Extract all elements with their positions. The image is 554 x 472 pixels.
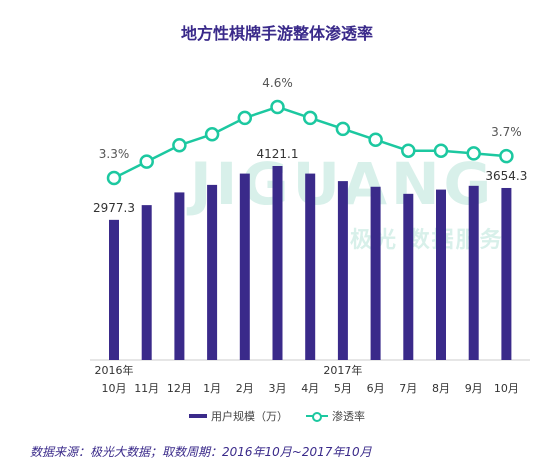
bar-7 (337, 181, 348, 360)
bar-5 (272, 166, 283, 360)
rate-point-5 (270, 99, 285, 115)
x-tick-label-5: 3月 (269, 382, 287, 395)
year-label-0: 2016年 (95, 363, 134, 377)
rate-value-label-0: 3.3% (99, 147, 130, 161)
rate-point-4 (237, 110, 253, 126)
x-tick-label-2: 12月 (167, 382, 192, 395)
x-tick-label-7: 5月 (334, 382, 352, 395)
year-label-7: 2017年 (323, 363, 362, 377)
bar-8 (370, 186, 381, 360)
rate-point-0 (106, 170, 122, 186)
x-tick-label-8: 6月 (367, 382, 385, 395)
rate-value-label-12: 3.7% (491, 125, 522, 139)
bar-value-label-5: 4121.1 (257, 147, 299, 161)
rate-point-10 (433, 143, 449, 158)
bar-1 (141, 205, 152, 360)
bar-6 (305, 173, 316, 360)
legend-item-line: 渗透率 (306, 408, 365, 424)
legend-line-label: 渗透率 (332, 410, 365, 423)
x-tick-label-1: 11月 (134, 382, 159, 395)
x-tick-label-12: 10月 (494, 382, 519, 395)
rate-value-label-5: 4.6% (262, 76, 293, 90)
rate-point-3 (204, 127, 220, 142)
x-tick-label-0: 10月 (102, 382, 127, 395)
rate-point-1 (139, 154, 154, 169)
chart-legend: 用户规模（万） 渗透率 (0, 408, 554, 424)
x-tick-label-6: 4月 (301, 382, 319, 395)
rate-point-6 (302, 110, 318, 126)
bar-value-label-12: 3654.3 (485, 169, 527, 183)
bar-0 (109, 219, 119, 360)
bar-9 (403, 193, 414, 360)
data-source-note: 数据来源：极光大数据；取数周期：2016年10月~2017年10月 (30, 445, 372, 459)
x-tick-label-3: 1月 (203, 382, 221, 395)
legend-bar-label: 用户规模（万） (211, 410, 288, 423)
bar-2 (174, 192, 185, 360)
rate-point-2 (172, 137, 187, 153)
rate-point-8 (368, 132, 383, 148)
chart-title: 地方性棋牌手游整体渗透率 (180, 24, 373, 43)
rate-point-12 (499, 148, 514, 164)
chart-plot: 2977.3 4121.1 3654.3 3.3% 4.6% 3.7% 2016年 2017年… (90, 76, 530, 395)
x-tick-label-9: 7月 (399, 382, 417, 395)
bar-value-label-0: 2977.3 (93, 201, 135, 215)
bar-12 (501, 187, 512, 360)
rate-point-7 (335, 121, 351, 137)
x-tick-label-11: 9月 (465, 382, 483, 395)
bar-11 (468, 185, 479, 360)
bar-3 (207, 184, 218, 360)
x-tick-label-10: 8月 (432, 382, 450, 395)
rate-point-9 (401, 143, 416, 158)
legend-line-swatch (306, 411, 328, 422)
rate-point-11 (466, 146, 481, 161)
legend-bar-swatch (189, 414, 207, 418)
bar-4 (239, 173, 250, 360)
legend-item-bar: 用户规模（万） (189, 408, 288, 424)
x-tick-label-4: 2月 (236, 382, 254, 395)
bar-10 (436, 189, 446, 360)
